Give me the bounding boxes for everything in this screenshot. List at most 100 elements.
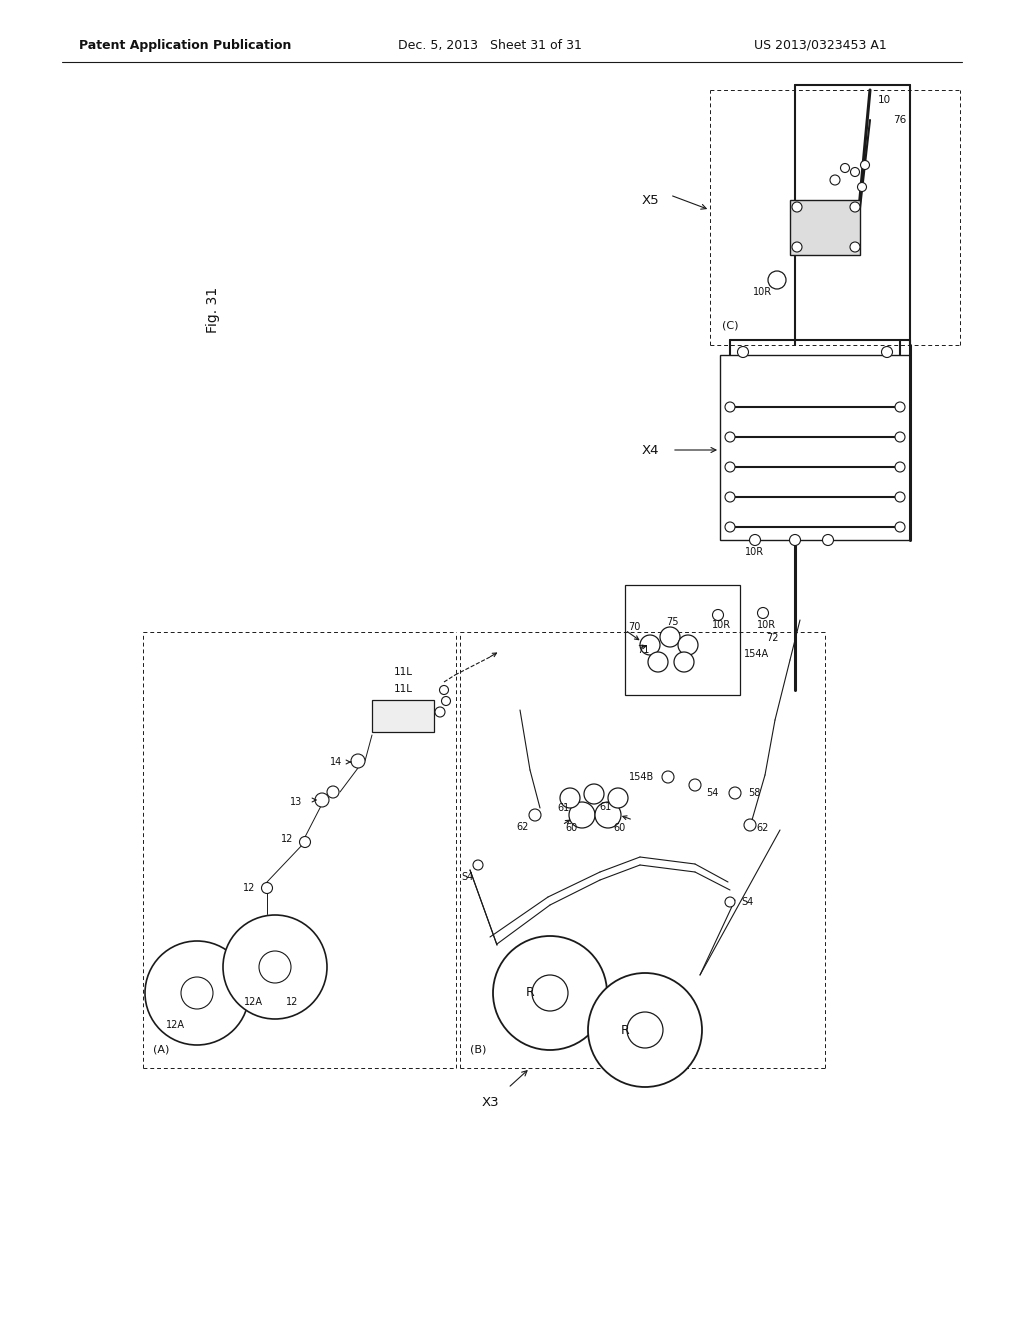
Text: 10R: 10R (745, 546, 765, 557)
Text: S4: S4 (462, 873, 474, 882)
Circle shape (725, 462, 735, 473)
Circle shape (223, 915, 327, 1019)
Circle shape (678, 635, 698, 655)
Circle shape (584, 784, 604, 804)
Bar (372, 700, 434, 733)
Text: (A): (A) (153, 1045, 169, 1055)
Circle shape (790, 535, 801, 545)
Circle shape (299, 837, 310, 847)
Text: 71: 71 (637, 645, 649, 655)
Text: 10: 10 (878, 95, 891, 106)
Text: 54: 54 (706, 788, 719, 799)
Text: 10R: 10R (758, 620, 776, 630)
Circle shape (841, 164, 850, 173)
Circle shape (895, 462, 905, 473)
Text: R: R (525, 986, 535, 999)
Circle shape (725, 432, 735, 442)
Text: X4: X4 (641, 444, 658, 457)
Text: 70: 70 (628, 622, 640, 632)
Circle shape (895, 403, 905, 412)
Circle shape (351, 754, 365, 768)
Circle shape (181, 977, 213, 1008)
Circle shape (640, 635, 660, 655)
Circle shape (850, 242, 860, 252)
Text: (B): (B) (470, 1045, 486, 1055)
Circle shape (744, 818, 756, 832)
Circle shape (857, 182, 866, 191)
Text: S4: S4 (741, 898, 754, 907)
Text: Dec. 5, 2013   Sheet 31 of 31: Dec. 5, 2013 Sheet 31 of 31 (398, 38, 582, 51)
Circle shape (822, 535, 834, 545)
Circle shape (660, 627, 680, 647)
Circle shape (729, 787, 741, 799)
Circle shape (895, 492, 905, 502)
Text: 14: 14 (330, 756, 342, 767)
Text: 62: 62 (517, 822, 529, 832)
Text: US 2013/0323453 A1: US 2013/0323453 A1 (754, 38, 887, 51)
Circle shape (608, 788, 628, 808)
Circle shape (725, 492, 735, 502)
Circle shape (895, 521, 905, 532)
Circle shape (493, 936, 607, 1049)
Circle shape (689, 779, 701, 791)
Text: Fig. 31: Fig. 31 (206, 286, 220, 333)
Text: X3: X3 (481, 1096, 499, 1109)
Circle shape (792, 242, 802, 252)
Circle shape (725, 521, 735, 532)
Text: (C): (C) (722, 319, 738, 330)
Text: X5: X5 (641, 194, 658, 206)
Text: 11L: 11L (393, 684, 413, 694)
Text: 60: 60 (565, 822, 578, 833)
Text: 154B: 154B (629, 772, 654, 781)
Circle shape (725, 403, 735, 412)
Circle shape (259, 950, 291, 983)
Circle shape (750, 535, 761, 545)
Circle shape (648, 652, 668, 672)
Circle shape (595, 803, 621, 828)
Circle shape (439, 685, 449, 694)
Circle shape (473, 861, 483, 870)
Circle shape (882, 346, 893, 358)
Text: 10R: 10R (754, 286, 772, 297)
Circle shape (627, 1012, 663, 1048)
Circle shape (532, 975, 568, 1011)
Text: 61: 61 (599, 803, 611, 812)
Circle shape (737, 346, 749, 358)
Text: 12: 12 (281, 834, 293, 843)
Circle shape (792, 202, 802, 213)
Circle shape (145, 941, 249, 1045)
Circle shape (435, 708, 445, 717)
Text: 12A: 12A (166, 1020, 184, 1030)
Text: 12: 12 (243, 883, 255, 894)
Text: 60: 60 (613, 822, 626, 833)
Circle shape (830, 176, 840, 185)
Text: 154A: 154A (744, 649, 770, 659)
Circle shape (441, 697, 451, 705)
Circle shape (327, 785, 339, 799)
Circle shape (560, 788, 580, 808)
Text: 61: 61 (557, 803, 569, 813)
Circle shape (261, 883, 272, 894)
Text: 13: 13 (290, 797, 302, 807)
Circle shape (315, 793, 329, 807)
Text: Patent Application Publication: Patent Application Publication (79, 38, 291, 51)
Text: 11L: 11L (393, 667, 413, 677)
Text: 12: 12 (286, 997, 298, 1007)
Text: 72: 72 (766, 634, 778, 643)
Text: 58: 58 (748, 788, 761, 799)
Text: 76: 76 (893, 115, 906, 125)
Text: 75: 75 (666, 616, 678, 627)
Bar (720, 355, 910, 540)
Circle shape (529, 809, 541, 821)
Text: 10R: 10R (713, 620, 731, 630)
Circle shape (569, 803, 595, 828)
Text: 12A: 12A (244, 997, 262, 1007)
Circle shape (588, 973, 702, 1086)
Bar (625, 585, 740, 696)
Circle shape (768, 271, 786, 289)
Circle shape (850, 202, 860, 213)
Bar (790, 201, 860, 255)
Circle shape (895, 432, 905, 442)
Circle shape (674, 652, 694, 672)
Circle shape (758, 607, 768, 619)
